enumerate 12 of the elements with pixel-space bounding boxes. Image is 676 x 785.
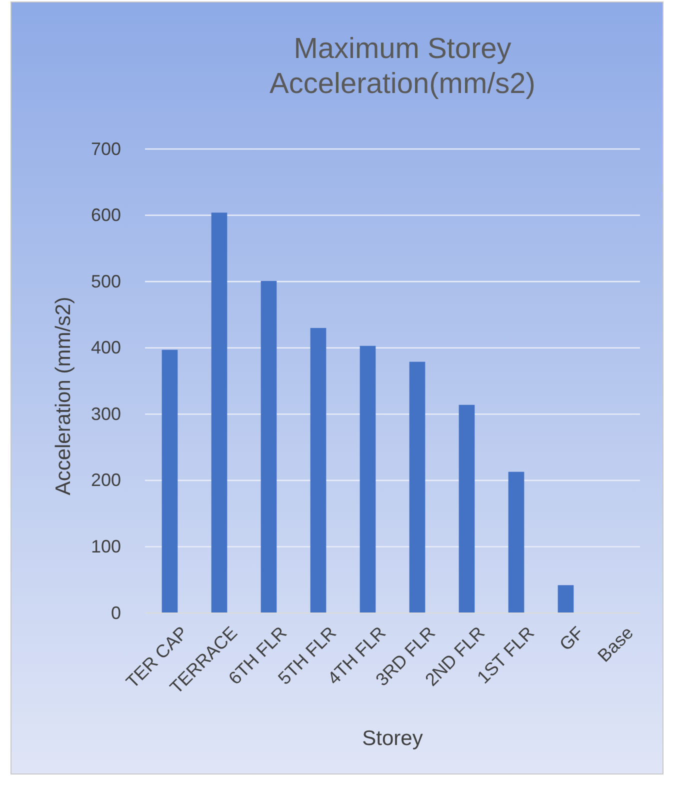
y-tick-label: 500	[90, 271, 121, 292]
y-tick-label: 0	[110, 602, 121, 623]
y-tick-label: 600	[90, 205, 121, 226]
y-tick-label: 400	[90, 338, 121, 358]
y-tick-label: 100	[90, 536, 121, 556]
x-axis-title: Storey	[362, 727, 424, 750]
y-tick-label: 300	[90, 404, 121, 424]
chart-title: Maximum Storey Acceleration(mm/s2)	[270, 33, 536, 100]
y-axis-title: Acceleration (mm/s2)	[52, 296, 75, 496]
x-tick-label: GF	[556, 622, 588, 654]
y-tick-label: 700	[90, 138, 121, 159]
y-tick-label: 200	[90, 470, 121, 490]
